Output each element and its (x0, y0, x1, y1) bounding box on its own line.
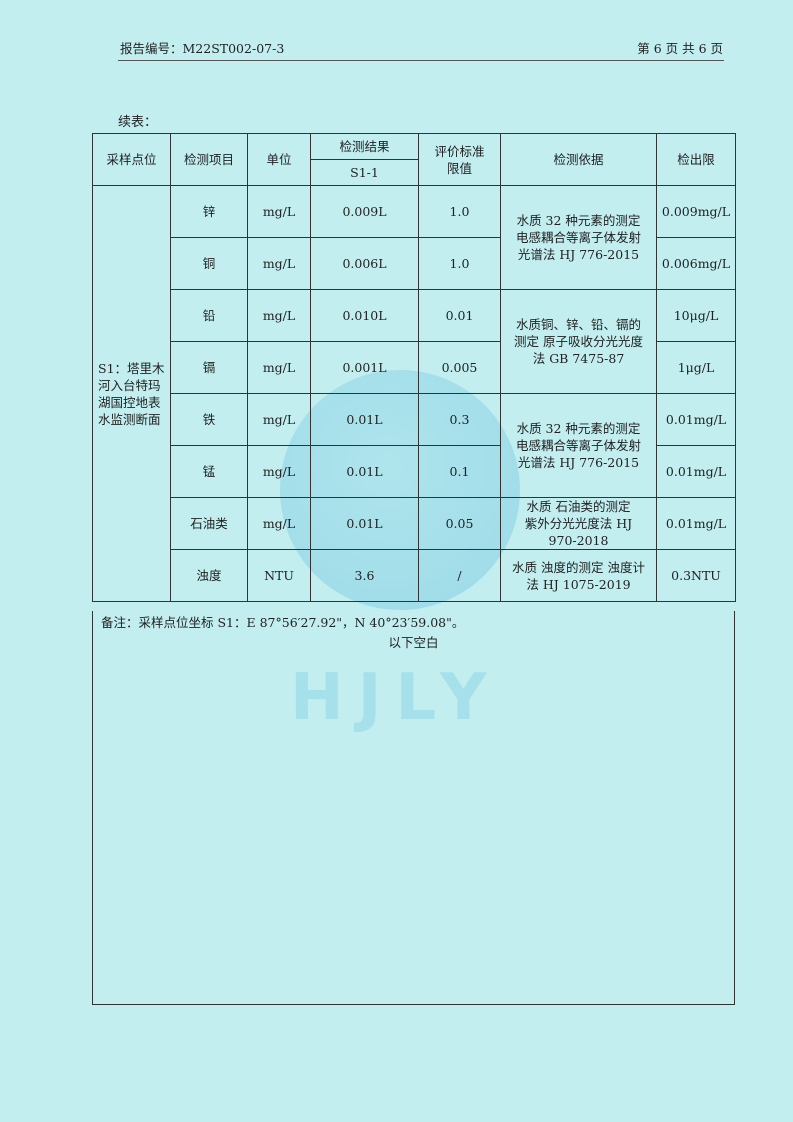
item-cell: 石油类 (170, 497, 248, 550)
results-table: 采样点位 检测项目 单位 检测结果 评价标准限值 检测依据 检出限 S1-1 S… (92, 133, 736, 602)
header-method: 检测依据 (500, 133, 657, 186)
unit-cell: mg/L (247, 393, 311, 446)
table-row: 铁 mg/L 0.01L 0.3 水质 32 种元素的测定 电感耦合等离子体发射光谱法… (93, 393, 736, 498)
table-row: 锰 mg/L 0.01L 0.1 0.01mg/L (93, 445, 736, 498)
result-cell: 0.010L (310, 289, 419, 342)
dl-cell: 10μg/L (656, 289, 736, 342)
header-item: 检测项目 (170, 133, 248, 186)
site-cell: S1：塔里木河入台特玛湖国控地表水监测断面 (92, 185, 171, 602)
result-cell: 0.006L (310, 237, 419, 290)
unit-cell: NTU (247, 549, 311, 602)
item-cell: 锰 (170, 445, 248, 498)
result-cell: 0.01L (310, 393, 419, 446)
header-result: 检测结果 (310, 133, 419, 160)
item-cell: 铜 (170, 237, 248, 290)
limit-cell: 1.0 (418, 185, 501, 238)
table-row: S1：塔里木河入台特玛湖国控地表水监测断面 锌 mg/L 0.009L 1.0 水质 … (92, 185, 736, 602)
limit-cell: 0.1 (418, 445, 501, 498)
header-divider (118, 60, 724, 61)
header-site: 采样点位 (92, 133, 171, 186)
dl-cell: 0.009mg/L (656, 185, 736, 238)
dl-cell: 0.01mg/L (656, 497, 736, 550)
unit-cell: mg/L (247, 341, 311, 394)
result-cell: 0.001L (310, 341, 419, 394)
unit-cell: mg/L (247, 185, 311, 238)
limit-cell: / (418, 549, 501, 602)
page-header: 报告编号：M22ST002-07-3 第 6 页 共 6 页 (120, 38, 723, 57)
method-cell: 水质 浊度的测定 浊度计法 HJ 1075-2019 (500, 549, 657, 602)
blank-below-label: 以下空白 (388, 635, 439, 650)
limit-cell: 0.05 (418, 497, 501, 550)
dl-cell: 0.01mg/L (656, 393, 736, 446)
method-cell: 水质 32 种元素的测定 电感耦合等离子体发射光谱法 HJ 776-2015 (500, 393, 657, 498)
result-cell: 0.009L (310, 185, 419, 238)
dl-cell: 0.3NTU (656, 549, 736, 602)
item-cell: 铅 (170, 289, 248, 342)
limit-cell: 0.005 (418, 341, 501, 394)
item-cell: 铁 (170, 393, 248, 446)
continued-label: 续表： (118, 115, 158, 130)
report-number: 报告编号：M22ST002-07-3 (120, 41, 285, 56)
unit-cell: mg/L (247, 237, 311, 290)
header-result-sub: S1-1 (310, 159, 419, 186)
table-row: 石油类 mg/L 0.01L 0.05 水质 石油类的测定 紫外分光光度法 HJ 97… (93, 497, 736, 550)
page-number: 第 6 页 共 6 页 (637, 41, 723, 56)
item-cell: 浊度 (170, 549, 248, 602)
remarks-box: 备注：采样点位坐标 S1：E 87°56′27.92"，N 40°23′59.0… (92, 611, 735, 1005)
limit-cell: 1.0 (418, 237, 501, 290)
table-row: 铜 mg/L 0.006L 1.0 0.006mg/L (93, 237, 736, 290)
result-cell: 0.01L (310, 445, 419, 498)
result-cell: 3.6 (310, 549, 419, 602)
dl-cell: 0.006mg/L (656, 237, 736, 290)
result-cell: 0.01L (310, 497, 419, 550)
header-limit: 评价标准限值 (418, 133, 501, 186)
method-cell: 水质 32 种元素的测定 电感耦合等离子体发射光谱法 HJ 776-2015 (500, 185, 657, 290)
item-cell: 镉 (170, 341, 248, 394)
method-cell: 水质铜、锌、铅、镉的测定 原子吸收分光光度法 GB 7475-87 (500, 289, 657, 394)
unit-cell: mg/L (247, 445, 311, 498)
limit-cell: 0.01 (418, 289, 501, 342)
remarks-text: 备注：采样点位坐标 S1：E 87°56′27.92"，N 40°23′59.0… (101, 615, 465, 630)
item-cell: 锌 (170, 185, 248, 238)
dl-cell: 0.01mg/L (656, 445, 736, 498)
unit-cell: mg/L (247, 497, 311, 550)
table-row: 浊度 NTU 3.6/ 水质 浊度的测定 浊度计法 HJ 1075-2019 0.3… (93, 549, 736, 602)
unit-cell: mg/L (247, 289, 311, 342)
method-cell: 水质 石油类的测定 紫外分光光度法 HJ 970-2018 (500, 497, 657, 550)
table-row: 镉 mg/L 0.001L 0.005 1μg/L (93, 341, 736, 394)
header-detection-limit: 检出限 (656, 133, 736, 186)
watermark-logo-text: HJLY (290, 661, 501, 735)
limit-cell: 0.3 (418, 393, 501, 446)
dl-cell: 1μg/L (656, 341, 736, 394)
header-unit: 单位 (247, 133, 311, 186)
table-row: 铅 mg/L 0.010L 0.01 水质铜、锌、铅、镉的测定 原子吸收分光光度法 G… (93, 289, 736, 394)
